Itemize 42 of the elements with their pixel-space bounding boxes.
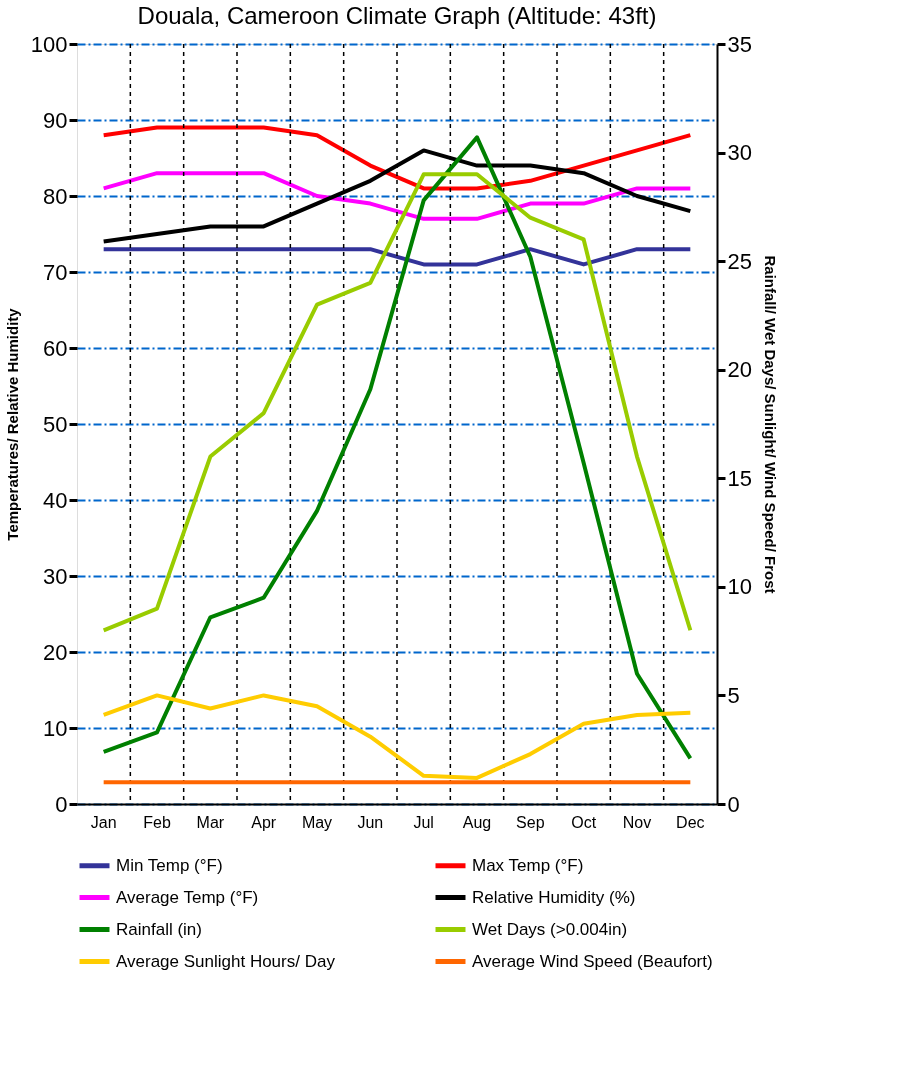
- y-tick-label: 20: [43, 639, 68, 665]
- y-tick-label: 0: [55, 791, 68, 817]
- y2-tick-label: 20: [727, 357, 752, 383]
- x-tick-label: Apr: [251, 813, 277, 831]
- y-tick-label: 30: [43, 563, 68, 589]
- y-axis-title: Temperatures/ Relative Humidity: [3, 307, 21, 541]
- x-tick-label: Jul: [413, 813, 434, 831]
- y-tick-label: 40: [43, 487, 68, 513]
- legend-label: Relative Humidity (%): [472, 887, 636, 907]
- y-tick-label: 10: [43, 715, 68, 741]
- legend-label: Average Temp (°F): [116, 887, 259, 907]
- x-tick-label: Dec: [676, 813, 705, 831]
- legend-label: Max Temp (°F): [472, 855, 584, 875]
- legend-label: Min Temp (°F): [116, 855, 223, 875]
- legend-label: Rainfall (in): [116, 919, 202, 939]
- x-tick-label: Nov: [622, 813, 652, 831]
- y2-tick-label: 30: [727, 140, 752, 166]
- x-tick-label: Feb: [143, 813, 171, 831]
- y-tick-label: 50: [43, 411, 68, 437]
- y2-tick-label: 0: [727, 791, 740, 817]
- y-tick-label: 80: [43, 183, 68, 209]
- x-tick-label: Aug: [462, 813, 492, 831]
- x-tick-label: May: [301, 813, 333, 831]
- x-tick-label: Jun: [357, 813, 384, 831]
- x-tick-label: Mar: [196, 813, 225, 831]
- legend-label: Wet Days (>0.004in): [472, 919, 628, 939]
- y-tick-label: 70: [43, 259, 68, 285]
- y2-tick-label: 10: [727, 574, 752, 600]
- legend-label: Average Sunlight Hours/ Day: [116, 951, 336, 971]
- chart-title: Douala, Cameroon Climate Graph (Altitude: 43ft): [137, 2, 657, 29]
- x-tick-label: Sep: [516, 813, 545, 831]
- y-tick-label: 90: [43, 107, 68, 133]
- y2-tick-label: 25: [727, 248, 752, 274]
- y2-axis-title: Rainfall/ Wet Days/ Sunlight/ Wind Speed/ Frost: [761, 255, 779, 594]
- y2-tick-label: 35: [727, 31, 752, 57]
- y-tick-label: 60: [43, 335, 68, 361]
- legend-label: Average Wind Speed (Beaufort): [472, 951, 713, 971]
- y-tick-label: 100: [30, 31, 68, 57]
- y2-tick-label: 5: [727, 682, 740, 708]
- x-tick-label: Jan: [90, 813, 117, 831]
- y2-tick-label: 15: [727, 465, 752, 491]
- x-tick-label: Oct: [571, 813, 597, 831]
